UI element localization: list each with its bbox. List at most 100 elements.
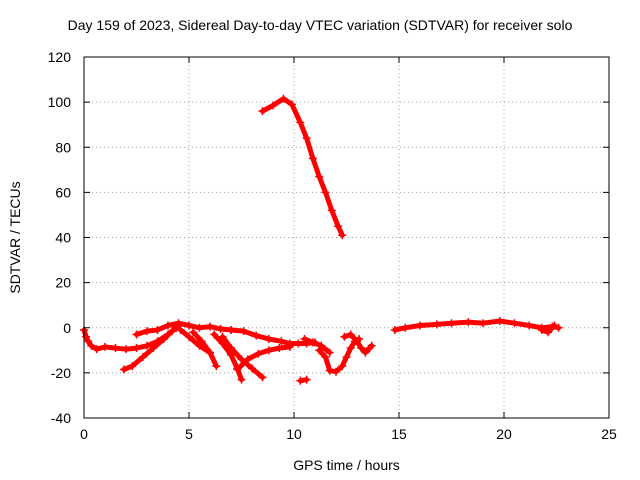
data-point — [227, 326, 235, 335]
data-point — [479, 319, 487, 328]
data-point — [390, 326, 399, 335]
data-point — [416, 321, 424, 330]
data-point — [525, 321, 534, 330]
data-point — [340, 332, 349, 341]
series-arc-16 — [537, 321, 559, 337]
data-point — [510, 319, 519, 328]
data-point — [101, 342, 109, 351]
data-point — [269, 101, 277, 110]
data-point — [325, 366, 334, 375]
series-arc-12 — [300, 335, 334, 357]
data-point — [206, 322, 214, 331]
data-point — [401, 323, 410, 332]
x-axis-label: GPS time / hours — [293, 457, 400, 473]
data-point — [111, 344, 120, 353]
data-point — [296, 118, 305, 127]
data-point — [195, 323, 204, 332]
x-tick-label: 10 — [286, 426, 302, 442]
data-point — [185, 332, 193, 341]
data-point — [248, 364, 256, 373]
data-point — [84, 337, 93, 346]
data-point — [537, 326, 546, 335]
chart-title: Day 159 of 2023, Sidereal Day-to-day VTE… — [67, 17, 573, 33]
data-point — [227, 344, 235, 353]
tick-labels: 0 5 10 15 20 25 -40 -20 0 20 40 60 80 100 120 — [48, 49, 617, 442]
data-point — [544, 328, 553, 337]
data-point — [308, 338, 317, 347]
data-point — [353, 337, 361, 346]
data-point — [132, 344, 141, 353]
data-point — [227, 350, 235, 359]
data-point — [338, 362, 347, 371]
y-tick-label: -20 — [51, 365, 71, 381]
data-point — [164, 321, 172, 330]
data-point — [327, 206, 336, 215]
data-point — [185, 321, 193, 330]
data-point — [294, 339, 303, 348]
series-line — [134, 320, 234, 337]
y-tick-label: 0 — [63, 320, 71, 336]
y-tick-label: 60 — [55, 184, 71, 200]
y-axis-label: SDTVAR / TECUs — [7, 181, 23, 293]
data-point — [287, 100, 296, 109]
x-tick-label: 25 — [601, 426, 617, 442]
plot-frame — [83, 56, 610, 419]
data-point — [195, 341, 204, 350]
data-point — [296, 376, 305, 385]
series-arc-14 — [340, 330, 376, 357]
x-tick-label: 0 — [80, 426, 88, 442]
grid-lines — [84, 57, 609, 418]
data-point — [92, 345, 101, 354]
data-point — [321, 188, 330, 197]
series-line — [178, 327, 213, 356]
data-point — [464, 318, 473, 327]
data-point — [338, 231, 347, 240]
data-point — [237, 375, 246, 384]
data-point — [264, 346, 273, 355]
x-tick-label: 20 — [496, 426, 512, 442]
data-point — [554, 323, 563, 332]
data-point — [159, 335, 168, 344]
data-point — [176, 326, 185, 335]
y-tick-label: 100 — [48, 94, 72, 110]
y-tick-label: 40 — [55, 230, 71, 246]
data-point — [149, 344, 158, 353]
tick-marks — [83, 56, 610, 419]
data-point — [346, 344, 355, 353]
data-point — [218, 332, 227, 341]
data-point — [332, 367, 340, 376]
data-point — [87, 341, 96, 350]
data-point — [128, 362, 137, 371]
series-arc-6 — [176, 326, 214, 357]
data-point — [197, 337, 206, 346]
data-point — [342, 353, 351, 362]
data-point — [315, 346, 324, 355]
data-point — [367, 341, 376, 350]
y-tick-label: 20 — [55, 275, 71, 291]
data-point — [233, 365, 242, 374]
data-point — [334, 222, 343, 231]
data-point — [239, 327, 248, 336]
data-point — [285, 342, 294, 351]
data-point — [321, 353, 330, 362]
series-line — [260, 96, 345, 238]
data-point — [361, 348, 370, 357]
data-point — [132, 330, 141, 339]
data-point — [550, 321, 559, 330]
data-point — [119, 365, 128, 374]
data-point — [302, 375, 311, 384]
y-tick-label: 80 — [55, 139, 71, 155]
data-point — [122, 345, 130, 354]
series-arc-10 — [233, 342, 294, 374]
y-tick-label: -40 — [51, 410, 71, 426]
data-point — [168, 327, 177, 336]
data-point — [153, 326, 162, 335]
data-point — [82, 332, 91, 341]
data-point — [212, 362, 221, 371]
data-point — [325, 348, 334, 357]
data-point — [258, 107, 267, 116]
series-layer — [80, 94, 563, 385]
series-arc-15 — [390, 316, 563, 335]
data-point — [216, 324, 225, 333]
